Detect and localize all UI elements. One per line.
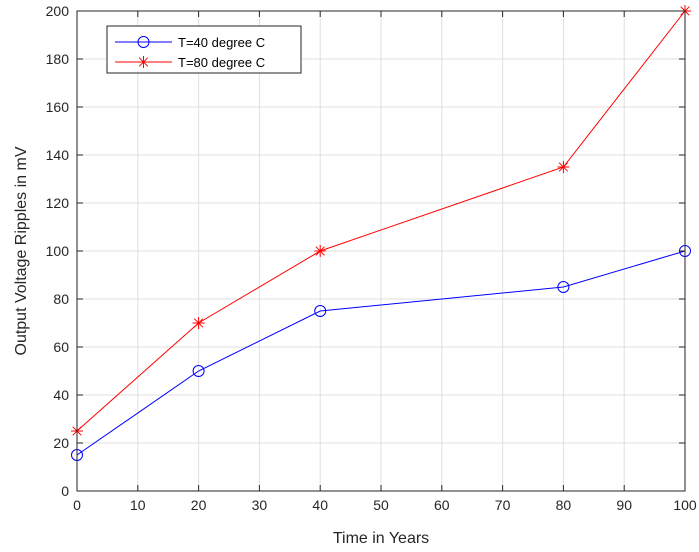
x-tick-label: 20: [191, 497, 207, 513]
data-point: [557, 281, 570, 293]
grid-lines: [77, 11, 685, 491]
asterisk-marker: [137, 56, 150, 68]
tick-labels: 0 10 20 30 40 50 60 70 80 90 100 0 20 40 60 80 100 120 140…: [46, 3, 697, 513]
data-point: [314, 245, 327, 257]
y-tick-label: 140: [46, 147, 70, 163]
y-tick-label: 80: [53, 291, 69, 307]
x-tick-label: 60: [434, 497, 450, 513]
series-2: [71, 5, 691, 437]
legend-label-t40: T=40 degree C: [178, 35, 265, 50]
y-tick-label: 100: [46, 243, 70, 259]
axis-ticks: [76, 10, 686, 492]
x-tick-label: 90: [616, 497, 632, 513]
data-point: [192, 317, 205, 329]
x-tick-label: 50: [373, 497, 389, 513]
data-point: [557, 161, 570, 173]
y-axis-label: Output Voltage Ripples in mV: [13, 146, 30, 355]
y-tick-label: 40: [53, 387, 69, 403]
y-tick-label: 0: [61, 483, 69, 499]
x-tick-label: 80: [556, 497, 572, 513]
series-line: [76, 250, 686, 456]
data-point: [192, 365, 205, 377]
legend-marker-t40: [137, 36, 150, 48]
legend-marker-t80: [137, 56, 150, 68]
x-tick-label: 70: [495, 497, 511, 513]
y-tick-label: 20: [53, 435, 69, 451]
y-tick-label: 120: [46, 195, 70, 211]
y-tick-label: 60: [53, 339, 69, 355]
x-tick-label: 10: [130, 497, 146, 513]
data-point: [314, 305, 327, 317]
legend-label-t80: T=80 degree C: [178, 55, 265, 70]
y-tick-label: 160: [46, 99, 70, 115]
legend-box: [106, 25, 302, 74]
y-tick-label: 180: [46, 51, 70, 67]
x-axis-label: Time in Years: [333, 530, 429, 547]
x-tick-label: 30: [252, 497, 268, 513]
y-tick-label: 200: [46, 3, 70, 19]
x-tick-label: 100: [673, 497, 697, 513]
x-tick-label: 40: [312, 497, 328, 513]
x-tick-label: 0: [73, 497, 81, 513]
legend: T=40 degree C T=80 degree C: [106, 25, 302, 74]
